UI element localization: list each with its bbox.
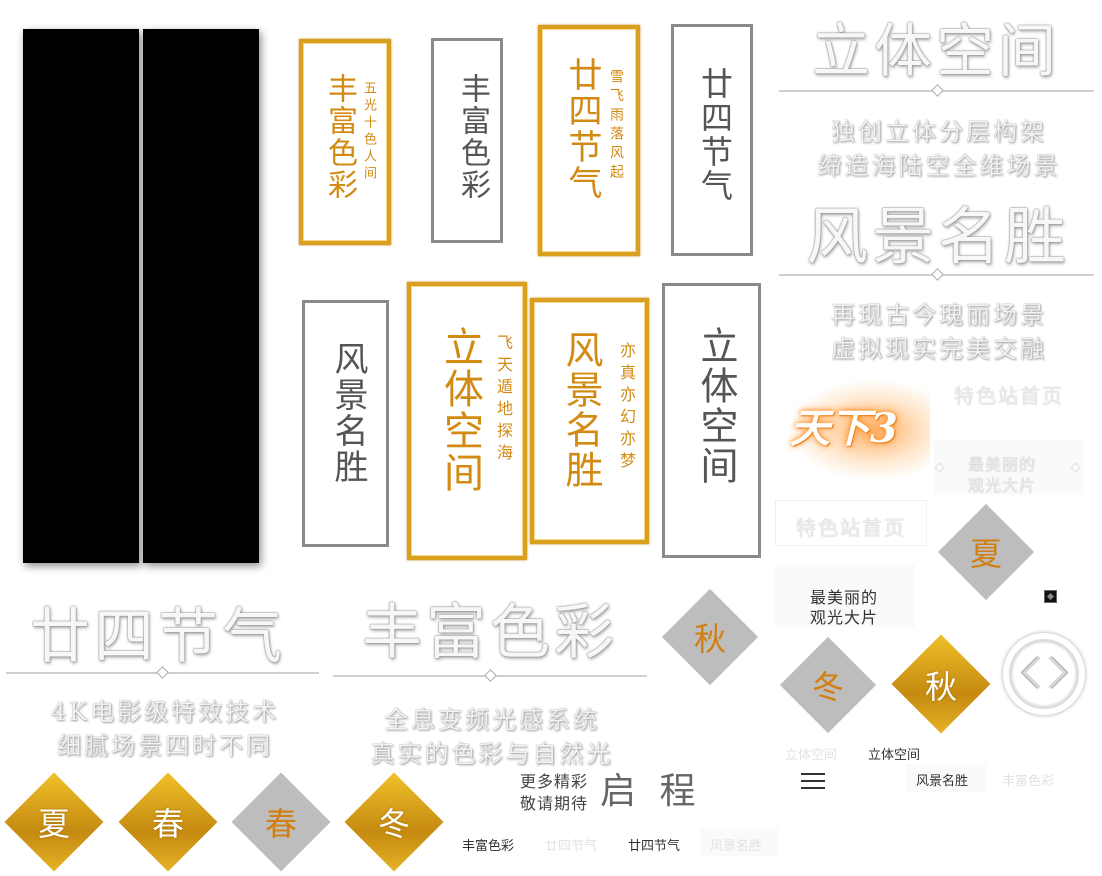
video-link-box[interactable] [934, 440, 1084, 495]
nav-item-bg [906, 764, 986, 792]
prev-next-arrows-icon[interactable] [1003, 633, 1085, 715]
video-link-line: 观光大片 [968, 476, 1037, 495]
nav-item-scenery[interactable]: 风景名胜 [916, 774, 969, 789]
card-colors-gray[interactable]: 丰富色彩 [431, 38, 503, 243]
feature-line: 细腻场景四时不同 [57, 732, 273, 760]
season-autumn-label: 秋 [693, 620, 726, 658]
feature-line: 再现古今瑰丽场景 [831, 301, 1047, 329]
feature-line: 全息变频光感系统 [384, 706, 600, 734]
coming-soon-line: 更多精彩 [520, 772, 589, 791]
video-link-line: 最美丽的 [968, 455, 1037, 474]
season-spring-gold-label: 春 [151, 805, 184, 843]
season-winter-gold-label: 冬 [377, 805, 410, 843]
feature-line: 虚拟现实完美交融 [831, 335, 1047, 363]
card-title: 丰富色彩 [322, 73, 357, 201]
site-home-link[interactable] [775, 500, 927, 546]
feature-line: 真实的色彩与自然光 [370, 740, 614, 768]
logo[interactable]: 天下3 [790, 405, 898, 452]
feature-title-scenery: 风景名胜 [806, 200, 1071, 273]
season-summer-gold-label: 夏 [37, 805, 70, 843]
coming-soon-line: 敬请期待 [520, 794, 589, 813]
card-solar-terms-gold[interactable]: 廿四节气 雪飞雨落风起 [538, 25, 640, 256]
card-title: 立体空间 [437, 326, 483, 494]
video-link-line: 最美丽的 [810, 588, 879, 607]
site-home-label: 特色站首页 [796, 516, 906, 540]
card-title: 立体空间 [694, 326, 738, 486]
card-subtitle: 亦真亦幻亦梦 [617, 342, 636, 474]
feature-line: 缔造海陆空全维场景 [817, 152, 1061, 180]
nav-item-bg [700, 828, 778, 856]
small-square-icon[interactable] [1044, 590, 1057, 603]
video-link-line: 观光大片 [810, 608, 879, 627]
season-summer-label: 夏 [969, 535, 1002, 573]
card-colors-gold[interactable]: 丰富色彩 五光十色人间 [299, 39, 391, 245]
logo-glow [790, 380, 930, 480]
card-scenery-gray[interactable]: 风景名胜 [302, 300, 389, 547]
card-subtitle: 五光十色人间 [361, 81, 376, 183]
black-panel-right [143, 29, 259, 563]
nav-item-solar-terms-faint[interactable]: 廿四节气 [545, 839, 598, 854]
black-panel-left [23, 29, 139, 563]
card-title: 丰富色彩 [455, 73, 490, 201]
depart-title: 启 程 [600, 771, 702, 812]
card-title: 廿四节气 [562, 57, 602, 201]
nav-item-scenery-faint[interactable]: 风景名胜 [710, 839, 763, 854]
card-solar-terms-gray[interactable]: 廿四节气 [671, 24, 753, 256]
site-home-link-faint[interactable]: 特色站首页 [954, 384, 1064, 408]
season-winter-label: 冬 [811, 668, 844, 706]
card-title: 风景名胜 [328, 341, 368, 485]
nav-item-colors-faint[interactable]: 丰富色彩 [1002, 774, 1055, 789]
card-scenery-gold[interactable]: 风景名胜 亦真亦幻亦梦 [530, 298, 649, 544]
card-space-gold[interactable]: 立体空间 飞天遁地探海 [407, 282, 527, 560]
nav-item-colors[interactable]: 丰富色彩 [462, 839, 515, 854]
card-subtitle: 飞天遁地探海 [494, 334, 513, 466]
card-subtitle: 雪飞雨落风起 [608, 69, 624, 183]
card-title: 风景名胜 [559, 330, 603, 490]
nav-item-space[interactable]: 立体空间 [868, 748, 921, 763]
card-space-gray[interactable]: 立体空间 [662, 283, 761, 558]
feature-title-colors: 丰富色彩 [362, 598, 618, 668]
menu-icon[interactable] [801, 772, 825, 790]
nav-item-solar-terms[interactable]: 廿四节气 [628, 839, 681, 854]
feature-line: 独创立体分层构架 [831, 118, 1047, 146]
card-title: 廿四节气 [696, 67, 734, 203]
feature-line: 4K电影级特效技术 [50, 698, 280, 726]
season-autumn-gold-label: 秋 [924, 668, 957, 706]
video-link-box-2[interactable] [775, 565, 915, 627]
feature-title-solar-terms: 廿四节气 [30, 602, 286, 672]
season-spring-label: 春 [264, 805, 297, 843]
feature-title-space: 立体空间 [812, 17, 1061, 85]
nav-item-space-faint[interactable]: 立体空间 [785, 748, 838, 763]
divider-diamond [484, 669, 497, 682]
